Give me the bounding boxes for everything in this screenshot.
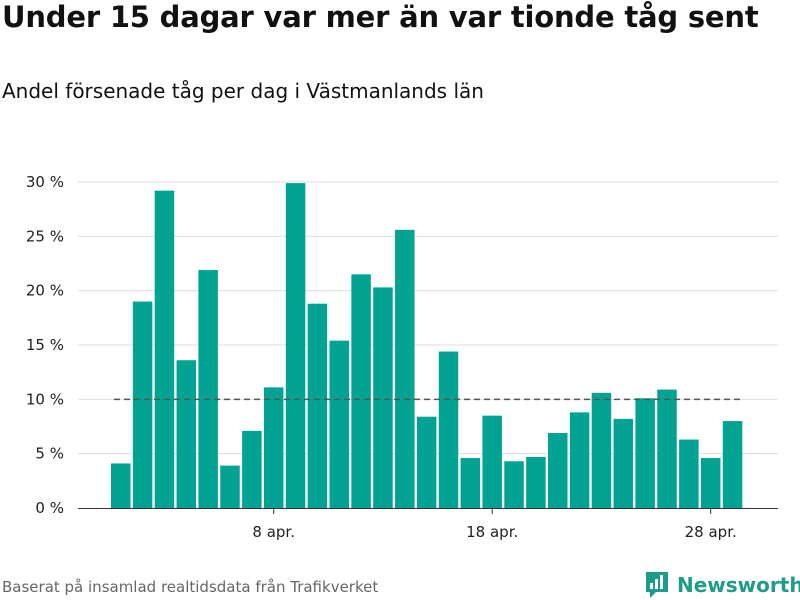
bar [416,416,437,508]
bar [438,351,459,508]
y-tick-label: 10 % [26,390,64,408]
bar [220,465,240,508]
x-tick-label: 28 apr. [685,523,737,541]
bar [569,412,590,508]
bar [242,430,262,508]
bar [548,433,568,508]
y-tick-label: 20 % [26,282,64,300]
y-tick-label: 0 % [35,499,64,517]
bar [504,461,524,508]
bar [700,458,721,508]
brand-name: Newsworthy [677,573,800,597]
x-axis: 8 apr. 18 apr. 28 apr. [78,508,778,541]
bar [613,418,634,508]
bar [526,456,546,508]
bar [373,287,393,508]
bar [657,389,677,508]
bar [132,301,153,508]
bar [482,415,502,508]
y-tick-label: 5 % [35,445,64,463]
bar [307,303,328,508]
bar [263,387,284,508]
bar [635,398,655,508]
bar [198,270,218,508]
bar [285,183,306,508]
brand: Newsworthy [644,570,800,600]
bar [329,340,349,508]
source-note: Baserat på insamlad realtidsdata från Tr… [2,578,379,596]
x-tick-label: 18 apr. [466,523,518,541]
chart-title: Under 15 dagar var mer än var tionde tåg… [2,0,759,34]
bar [591,392,612,508]
chart-subtitle: Andel försenade tåg per dag i Västmanlan… [2,79,484,103]
x-tick-label: 8 apr. [252,523,295,541]
y-tick-label: 15 % [26,336,64,354]
bar [351,274,371,508]
y-tick-label: 30 % [26,173,64,191]
bar [722,421,743,508]
bar [395,229,415,508]
bar [154,190,175,508]
y-tick-label: 25 % [26,227,64,245]
y-axis-labels: 0 % 5 % 10 % 15 % 20 % 25 % 30 % [26,173,64,517]
bars [111,183,743,508]
bar [460,458,481,508]
bar [111,463,131,508]
bar [679,439,699,508]
bar [176,360,197,508]
newsworthy-logo-icon [646,572,668,598]
